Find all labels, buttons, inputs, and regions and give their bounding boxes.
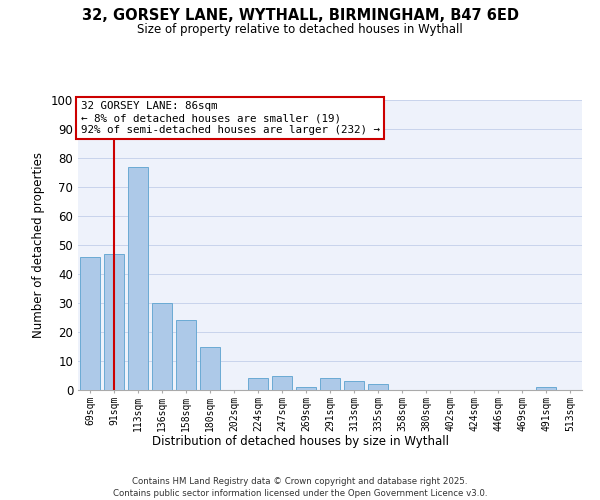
Text: 32 GORSEY LANE: 86sqm
← 8% of detached houses are smaller (19)
92% of semi-detac: 32 GORSEY LANE: 86sqm ← 8% of detached h…	[80, 102, 380, 134]
Bar	[320, 378, 340, 390]
Bar	[536, 387, 556, 390]
Text: Contains HM Land Registry data © Crown copyright and database right 2025.: Contains HM Land Registry data © Crown c…	[132, 478, 468, 486]
Bar	[248, 378, 268, 390]
Bar	[176, 320, 196, 390]
Bar	[152, 303, 172, 390]
Text: 32, GORSEY LANE, WYTHALL, BIRMINGHAM, B47 6ED: 32, GORSEY LANE, WYTHALL, BIRMINGHAM, B4…	[82, 8, 518, 22]
Y-axis label: Number of detached properties: Number of detached properties	[32, 152, 46, 338]
Bar	[104, 254, 124, 390]
Bar	[368, 384, 388, 390]
Bar	[80, 256, 100, 390]
Text: Distribution of detached houses by size in Wythall: Distribution of detached houses by size …	[151, 435, 449, 448]
Bar	[296, 387, 316, 390]
Bar	[200, 346, 220, 390]
Bar	[128, 166, 148, 390]
Text: Contains public sector information licensed under the Open Government Licence v3: Contains public sector information licen…	[113, 489, 487, 498]
Text: Size of property relative to detached houses in Wythall: Size of property relative to detached ho…	[137, 22, 463, 36]
Bar	[272, 376, 292, 390]
Bar	[344, 382, 364, 390]
